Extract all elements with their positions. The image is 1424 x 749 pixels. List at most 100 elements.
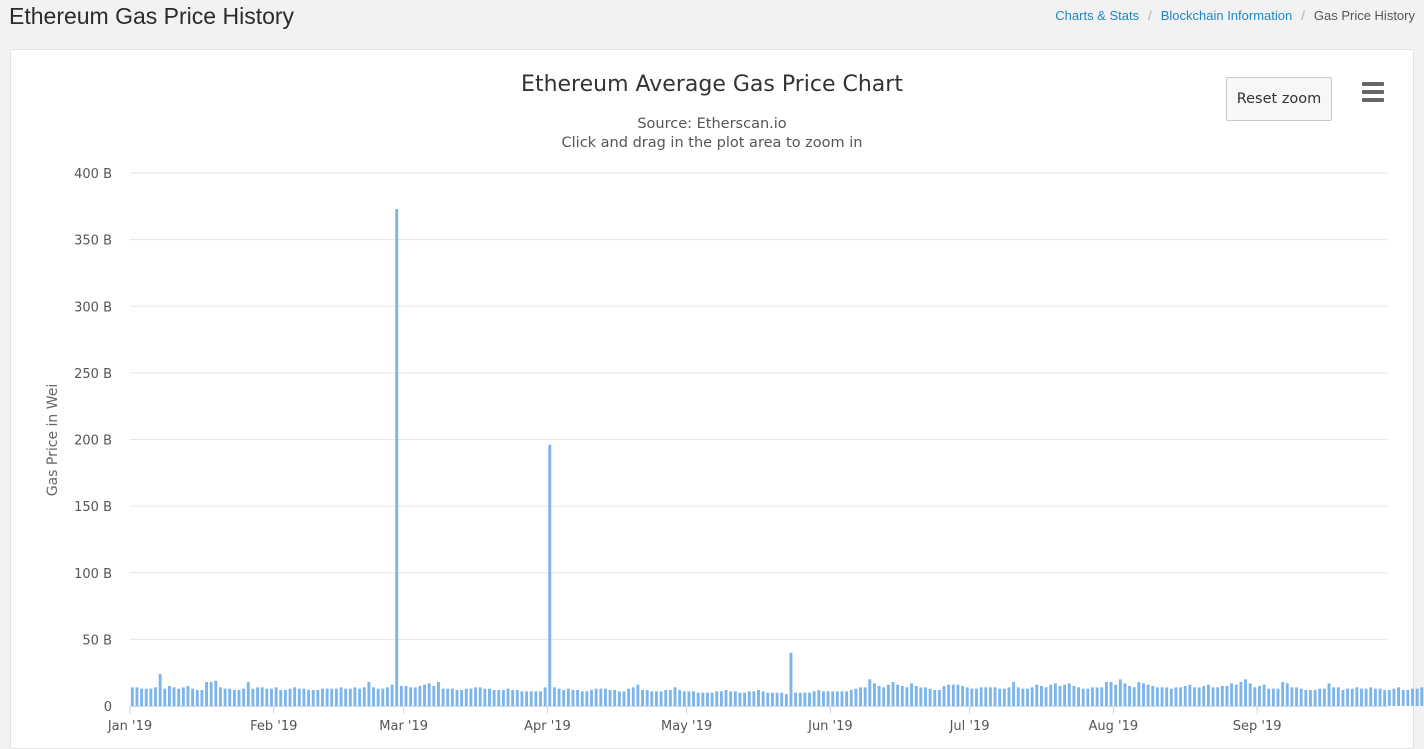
data-bar: [780, 692, 784, 706]
data-bar: [1109, 682, 1113, 706]
data-bar: [947, 684, 951, 706]
data-bar: [831, 691, 835, 706]
data-bar: [474, 687, 477, 706]
data-bar: [1160, 687, 1164, 706]
breadcrumb-separator: /: [1148, 8, 1152, 23]
data-bar: [585, 691, 589, 706]
data-bar: [515, 690, 519, 706]
data-bar: [757, 690, 760, 706]
data-bar: [1188, 684, 1192, 706]
data-bar: [900, 686, 904, 706]
y-tick-label: 250 B: [74, 367, 112, 382]
data-bar: [260, 687, 264, 706]
data-bar: [353, 687, 357, 706]
data-bar: [1072, 686, 1076, 706]
data-bar: [395, 208, 399, 707]
data-bar: [311, 690, 315, 706]
data-bar: [761, 691, 765, 706]
data-bar: [154, 687, 157, 706]
data-bar: [808, 692, 811, 706]
data-bar: [1239, 682, 1243, 706]
data-bar: [715, 691, 719, 706]
data-bar: [812, 691, 816, 706]
data-bar: [1104, 682, 1108, 706]
data-bar: [334, 688, 338, 706]
data-bar: [965, 687, 969, 706]
x-tick-label: Mar '19: [379, 719, 428, 734]
data-bar: [158, 674, 162, 706]
data-bar: [497, 690, 501, 706]
data-bar: [924, 687, 927, 706]
data-bar: [325, 688, 329, 706]
data-bar: [1369, 687, 1373, 706]
data-bar: [803, 692, 807, 706]
data-bar: [641, 690, 644, 706]
data-bar: [627, 688, 631, 706]
x-tick-label: Apr '19: [524, 719, 571, 734]
data-bar: [613, 690, 617, 706]
data-bar: [1021, 688, 1025, 706]
data-bar: [1155, 687, 1159, 706]
data-bar: [191, 688, 195, 706]
data-bar: [251, 688, 255, 706]
data-bar: [483, 688, 487, 706]
data-bar: [1123, 683, 1127, 706]
breadcrumb-charts-stats-link[interactable]: Charts & Stats: [1055, 8, 1140, 23]
data-bar: [404, 686, 408, 706]
data-bar: [1341, 690, 1345, 706]
data-bar: [274, 687, 278, 706]
data-bar: [896, 684, 900, 706]
data-bar: [1114, 684, 1118, 706]
data-bar: [868, 679, 872, 706]
data-bar: [905, 687, 909, 706]
data-bar: [144, 688, 148, 706]
data-bar: [1281, 682, 1285, 706]
data-bar: [358, 688, 362, 706]
data-bar: [149, 688, 153, 706]
data-bar: [1183, 686, 1187, 706]
data-bar: [437, 682, 440, 706]
data-bar: [525, 691, 529, 706]
data-bar: [798, 692, 802, 706]
data-bar: [631, 687, 635, 706]
data-bar: [478, 687, 482, 706]
data-bar: [228, 688, 232, 706]
data-bar: [167, 686, 171, 706]
data-bar: [441, 688, 445, 706]
data-bar: [1040, 686, 1043, 706]
data-bar: [1322, 688, 1326, 706]
y-tick-label: 100 B: [74, 567, 112, 582]
hamburger-menu-icon[interactable]: [1362, 82, 1384, 102]
breadcrumb-separator: /: [1301, 8, 1305, 23]
data-bar: [1415, 688, 1419, 706]
data-bar: [1151, 686, 1155, 706]
data-bar: [729, 691, 733, 706]
data-bar: [1313, 690, 1317, 706]
reset-zoom-button[interactable]: Reset zoom: [1226, 77, 1332, 121]
data-bar: [488, 688, 491, 706]
data-bar: [1063, 684, 1067, 706]
data-bar: [552, 687, 556, 706]
data-bar: [460, 690, 464, 706]
data-bar: [1026, 688, 1029, 706]
data-bar: [1355, 687, 1359, 706]
data-bar: [413, 687, 417, 706]
data-bar: [1271, 688, 1275, 706]
data-bar: [270, 688, 273, 706]
data-bar: [418, 686, 422, 706]
data-bar: [1220, 686, 1224, 706]
data-bar: [1174, 687, 1178, 706]
data-bar: [1216, 687, 1220, 706]
data-bar: [209, 682, 213, 706]
y-tick-label: 300 B: [74, 300, 112, 315]
data-bar: [288, 688, 292, 706]
data-bar: [673, 687, 677, 706]
data-bar: [548, 444, 552, 706]
breadcrumb-blockchain-information-link[interactable]: Blockchain Information: [1160, 8, 1293, 23]
page-title: Ethereum Gas Price History: [9, 3, 295, 29]
data-bar: [1392, 688, 1396, 706]
x-tick-label: May '19: [661, 719, 712, 734]
data-bar: [1295, 687, 1298, 706]
data-bar: [1053, 683, 1057, 706]
